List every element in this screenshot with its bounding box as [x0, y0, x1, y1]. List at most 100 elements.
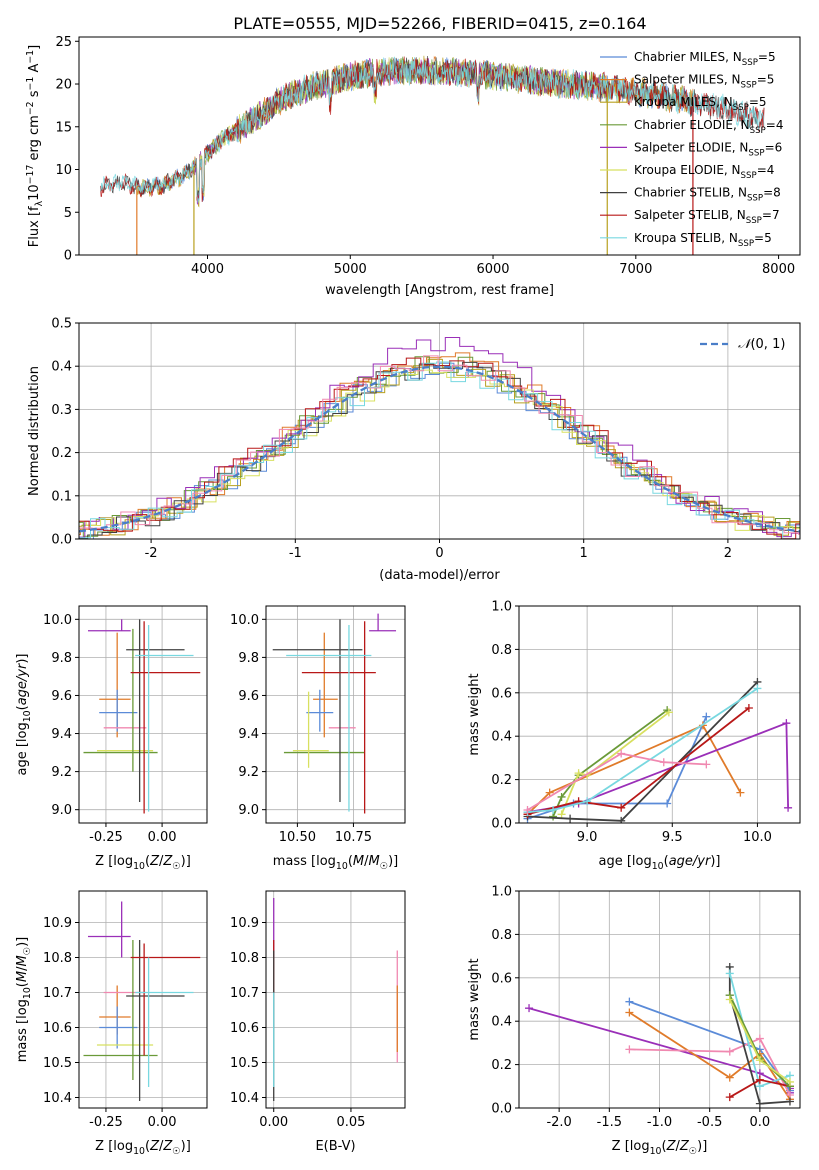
x-tick-label: 0.00 — [148, 1115, 177, 1130]
y-tick-label: 0.6 — [491, 971, 512, 986]
marker-plus — [625, 997, 634, 1006]
marker-plus — [785, 1077, 794, 1086]
errorbar-point — [292, 691, 329, 768]
x-tick-label: 0 — [435, 546, 443, 561]
y-axis-label: mass weight — [467, 958, 482, 1040]
histogram-series-step — [79, 368, 800, 531]
legend-label: Chabrier ELODIE, NSSP=4 — [634, 118, 783, 136]
spectrum-panel: 4000 5000 6000 7000 8000 0 5 10 15 20 25 wavelength… — [25, 35, 801, 298]
mass-weight-vs-metallicity-panel: -2.0 -1.5 -1.0 -0.5 0.0 0.0 0.2 0.4 0.6 0.8 1.0 Z [… — [467, 885, 801, 1157]
y-tick-label: 10.8 — [43, 951, 72, 966]
plot-area — [273, 898, 398, 1101]
marker-plus — [523, 805, 532, 814]
mass-vs-ebv-panel: 0.00 0.05 10.4 10.5 10.6 10.7 10.8 10.9 E(B-V) — [230, 890, 406, 1154]
plot-area — [83, 619, 201, 814]
legend-label: Kroupa MILES, NSSP=5 — [634, 95, 767, 113]
x-tick-label: -1.0 — [647, 1115, 672, 1130]
mass-weight-series-line — [527, 752, 707, 811]
marker-plus — [617, 816, 626, 823]
marker-plus — [625, 1008, 634, 1017]
plot-area — [79, 337, 800, 539]
y-tick-label: 0.0 — [51, 533, 72, 548]
x-tick-label: 10.75 — [335, 830, 372, 845]
histogram-series-step — [79, 352, 800, 536]
marker-plus — [617, 803, 626, 812]
x-tick-label: 9.5 — [662, 830, 683, 845]
marker-plus — [664, 708, 673, 717]
y-tick-label: 0.3 — [51, 403, 72, 418]
y-axis-label: Normed distribution — [27, 366, 42, 496]
errorbar-point — [87, 619, 131, 632]
axes-frame — [518, 605, 801, 824]
y-tick-label: 9.6 — [238, 689, 259, 704]
y-tick-label: 9.0 — [238, 803, 259, 818]
legend-label: Chabrier MILES, NSSP=5 — [634, 50, 776, 68]
x-axis-label: Z [log10(Z/Z☉)] — [95, 854, 191, 872]
x-axis-label: age [log10(age/yr)] — [598, 854, 720, 872]
y-tick-label: 10.6 — [230, 1021, 259, 1036]
errorbar-point — [99, 689, 138, 732]
marker-plus — [725, 1047, 734, 1056]
y-tick-label: 1.0 — [491, 600, 512, 615]
marker-plus — [753, 684, 762, 693]
mass-weight-series-line — [560, 711, 670, 815]
x-tick-label: 1 — [580, 546, 588, 561]
x-tick-label: -0.25 — [89, 830, 123, 845]
y-tick-label: 9.4 — [238, 727, 259, 742]
y-tick-label: 9.2 — [238, 765, 259, 780]
x-tick-label: 0.0 — [750, 1115, 771, 1130]
y-tick-label: 0 — [64, 249, 72, 264]
mass-weight-vs-age-panel: 9.0 9.5 10.0 0.0 0.2 0.4 0.6 0.8 1.0 age [log10(a… — [467, 600, 801, 872]
plot-area — [525, 962, 794, 1108]
x-tick-label: 6000 — [476, 262, 509, 277]
normal-reference-curve — [79, 365, 800, 533]
y-tick-label: 9.2 — [51, 765, 72, 780]
figure-title: PLATE=0555, MJD=52266, FIBERID=0415, z=0… — [233, 14, 646, 33]
plot-area — [523, 677, 793, 823]
marker-plus — [725, 969, 734, 978]
y-tick-label: 0.5 — [51, 317, 72, 332]
errorbar-point — [306, 689, 334, 732]
y-tick-label: 0.8 — [491, 928, 512, 943]
x-tick-label: -0.25 — [89, 1115, 123, 1130]
marker-plus — [755, 1099, 764, 1108]
legend-label: Chabrier STELIB, NSSP=8 — [634, 186, 781, 204]
y-tick-label: 10 — [55, 163, 72, 178]
y-tick-label: 10.0 — [230, 613, 259, 628]
y-axis-label: mass weight — [467, 673, 482, 755]
residual-histogram-panel: -2 -1 0 1 2 0.0 0.1 0.2 0.3 0.4 0.5 𝒩(0, 1) (data-mo… — [27, 317, 801, 583]
x-tick-label: 0.00 — [259, 1115, 288, 1130]
x-tick-label: -1.5 — [597, 1115, 622, 1130]
mass-weight-series-line — [629, 1037, 791, 1096]
y-tick-label: 9.8 — [238, 651, 259, 666]
mass-vs-metallicity-panel: -0.25 0.00 10.4 10.5 10.6 10.7 10.8 10.9 Z [log1… — [15, 890, 208, 1157]
x-axis-label: mass [log10(M/M☉)] — [273, 854, 399, 872]
y-tick-label: 10.8 — [230, 951, 259, 966]
x-tick-label: 0.00 — [148, 830, 177, 845]
x-tick-label: 10.0 — [743, 830, 772, 845]
y-tick-label: 10.7 — [43, 986, 72, 1001]
errorbar-point — [313, 632, 338, 738]
legend-label: Salpeter STELIB, NSSP=7 — [634, 208, 780, 226]
axes-frame — [78, 605, 208, 824]
axes-frame — [265, 890, 406, 1109]
marker-plus — [755, 1056, 764, 1065]
marker-plus — [659, 758, 668, 767]
axes-frame — [78, 36, 801, 256]
x-tick-label: -2 — [145, 546, 158, 561]
x-axis-label: (data-model)/error — [379, 568, 500, 583]
histogram-series-step — [79, 337, 800, 538]
age-vs-metallicity-panel: -0.25 0.00 9.0 9.2 9.4 9.6 9.8 10.0 Z [log10(Z/Z… — [15, 605, 208, 872]
y-tick-label: 10.5 — [43, 1056, 72, 1071]
plot-area — [272, 613, 397, 814]
x-axis-label: Z [log10(Z/Z☉)] — [612, 1139, 708, 1157]
y-tick-label: 1.0 — [491, 885, 512, 900]
x-tick-label: 8000 — [762, 262, 795, 277]
y-axis-label: mass [log10(M/M☉)] — [15, 937, 33, 1063]
y-tick-label: 10.5 — [230, 1056, 259, 1071]
x-tick-label: 9.0 — [577, 830, 598, 845]
errorbar-point — [130, 621, 201, 814]
errorbar-point — [126, 619, 185, 803]
plot-area — [83, 901, 201, 1101]
y-tick-label: 9.4 — [51, 727, 72, 742]
